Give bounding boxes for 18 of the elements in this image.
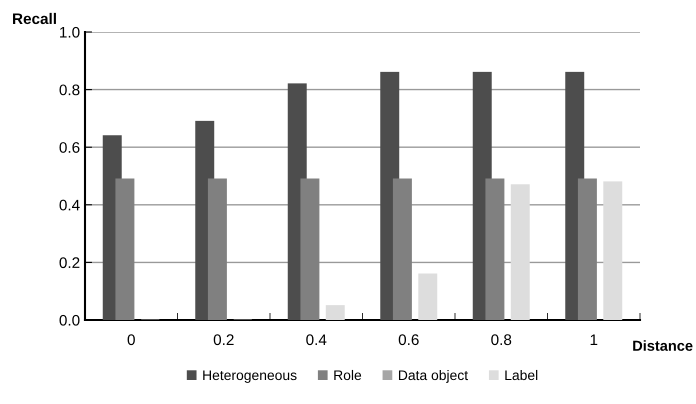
y-tick-label: 0.2 [60,257,80,268]
x-tick-label: 0.4 [306,334,326,346]
x-tick-label: 0.8 [491,334,512,346]
y-tick-label: 0.0 [60,314,80,326]
x-tick-label: 0 [128,334,135,346]
y-tick-label: 0.8 [60,84,80,96]
x-tick-label: 0.6 [398,334,419,346]
legend-label: Data object [398,370,468,383]
legend-label: Heterogeneous [203,370,297,383]
y-tick-label: 0.6 [60,142,80,153]
y-tick-label: 1.0 [60,26,80,38]
y-tick-label: 0.4 [60,200,80,210]
x-axis-title: Distance [633,340,693,351]
y-axis-title: Recall [13,12,56,24]
x-tick-label: 1 [590,334,598,345]
legend-label: Role [334,370,362,380]
x-tick-label: 0.2 [214,334,234,346]
legend-label: Label [505,370,538,380]
